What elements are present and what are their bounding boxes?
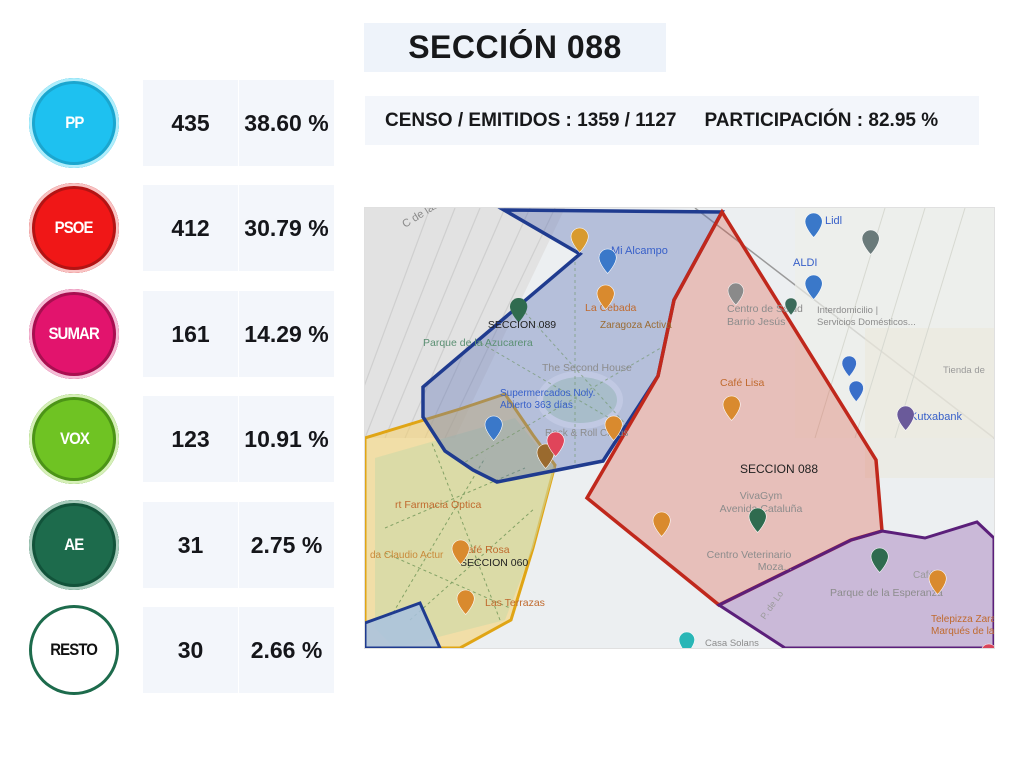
svg-text:ALDI: ALDI <box>793 257 817 269</box>
svg-text:Zaragoza Activa: Zaragoza Activa <box>600 320 672 331</box>
svg-text:Casa Solans: Casa Solans <box>705 638 759 648</box>
svg-text:rt Farmacia Optica: rt Farmacia Optica <box>395 499 482 511</box>
svg-text:Moza...: Moza... <box>758 561 792 573</box>
svg-text:Parque de la Azucarera: Parque de la Azucarera <box>423 337 533 349</box>
svg-text:Centro Veterinario: Centro Veterinario <box>707 549 792 561</box>
svg-text:La Cebada: La Cebada <box>585 302 637 314</box>
svg-text:Telepizza Zaragoza,: Telepizza Zaragoza, <box>931 614 994 625</box>
svg-text:SECCION 089: SECCION 089 <box>488 319 556 331</box>
svg-text:VivaGym: VivaGym <box>740 490 783 502</box>
svg-text:Supermercados Noly.: Supermercados Noly. <box>500 388 595 399</box>
svg-text:Interdomicilio |: Interdomicilio | <box>817 305 878 316</box>
svg-text:Parque de la Esperanza: Parque de la Esperanza <box>830 587 943 599</box>
svg-text:SECCION 060: SECCION 060 <box>460 557 528 569</box>
svg-text:da Claudio Actur: da Claudio Actur <box>370 550 444 561</box>
svg-text:Tienda de: Tienda de <box>943 365 985 376</box>
svg-text:Kutxabank: Kutxabank <box>910 411 962 423</box>
svg-text:Servicios Domésticos...: Servicios Domésticos... <box>817 317 916 328</box>
svg-text:Barrio Jesús: Barrio Jesús <box>727 316 785 328</box>
svg-text:Mi Alcampo: Mi Alcampo <box>611 245 668 257</box>
svg-text:Abierto 363 días: Abierto 363 días <box>500 400 573 411</box>
svg-text:Marqués de la Cadena...: Marqués de la Cadena... <box>931 626 994 637</box>
svg-text:Café Lisa: Café Lisa <box>720 377 765 389</box>
svg-text:SECCION 088: SECCION 088 <box>740 462 818 476</box>
svg-text:Las Terrazas: Las Terrazas <box>485 597 545 609</box>
svg-text:Lidl: Lidl <box>825 215 842 227</box>
svg-text:The Second House: The Second House <box>542 362 632 374</box>
